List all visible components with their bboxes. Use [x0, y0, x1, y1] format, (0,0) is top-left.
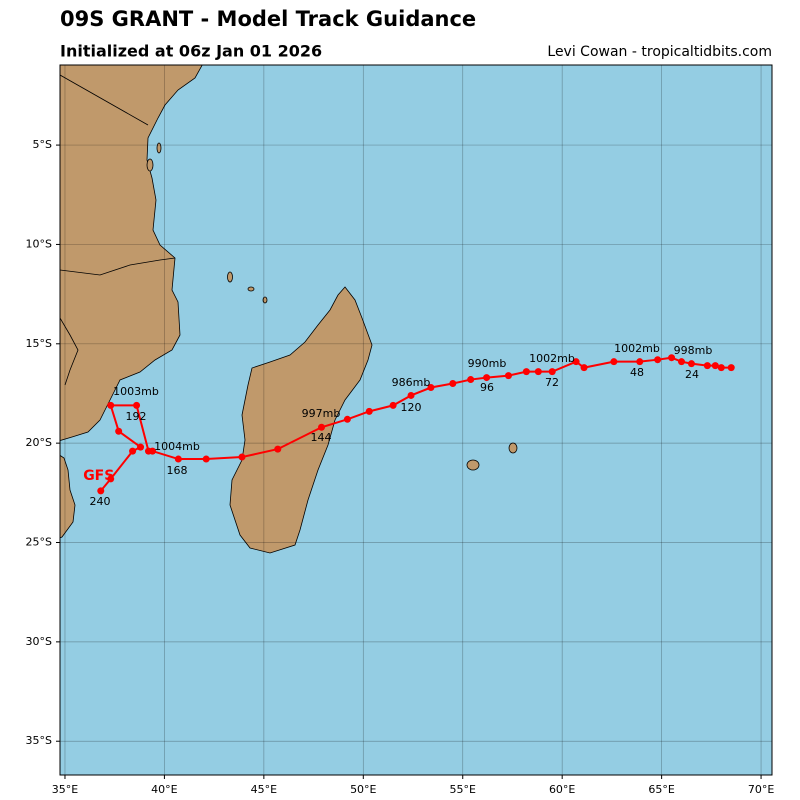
island: [156, 142, 162, 154]
track-point: [703, 362, 711, 370]
y-tick-label: 10°S: [26, 237, 52, 250]
track-point: [449, 380, 457, 388]
track-point: [133, 401, 141, 409]
track-label: 168: [167, 464, 188, 477]
track-label: 120: [401, 401, 422, 414]
x-tick-label: 60°E: [549, 783, 575, 796]
track-point: [504, 372, 512, 380]
x-tick-label: 50°E: [350, 783, 376, 796]
x-tick-label: 35°E: [52, 783, 78, 796]
track-point: [483, 374, 491, 382]
island: [508, 442, 518, 454]
track-label: 1004mb: [154, 440, 200, 453]
track-point: [365, 407, 373, 415]
island: [262, 296, 268, 304]
track-label: 998mb: [674, 344, 713, 357]
track-point: [137, 443, 145, 451]
y-tick-label: 5°S: [33, 138, 52, 151]
y-tick-label: 35°S: [26, 734, 52, 747]
track-point: [107, 401, 115, 409]
track-point: [407, 391, 415, 399]
track-label: 1003mb: [113, 385, 159, 398]
track-point: [654, 356, 662, 364]
track-point: [572, 358, 580, 366]
x-tick-label: 40°E: [151, 783, 177, 796]
track-point: [97, 487, 105, 495]
track-point: [145, 447, 153, 455]
track-label: 192: [126, 410, 147, 423]
ocean: [60, 65, 772, 775]
island: [247, 286, 255, 292]
track-label: 48: [630, 366, 644, 379]
island: [466, 459, 480, 471]
basemap: [60, 65, 772, 775]
track-point: [610, 358, 618, 366]
island: [227, 271, 233, 283]
track-point: [343, 415, 351, 423]
track-label: 997mb: [302, 407, 341, 420]
x-tick-label: 55°E: [450, 783, 476, 796]
track-point: [467, 376, 475, 384]
track-point: [522, 368, 530, 376]
track-point: [548, 368, 556, 376]
model-name: GFS: [83, 468, 114, 484]
track-label: 96: [480, 381, 494, 394]
track-point: [668, 354, 676, 362]
track-point: [274, 445, 282, 453]
track-point: [107, 475, 115, 483]
track-point: [427, 384, 435, 392]
track-point: [129, 447, 137, 455]
island: [146, 158, 154, 172]
track-label: 990mb: [468, 357, 507, 370]
track-label: 144: [311, 431, 332, 444]
africa: [60, 65, 203, 441]
x-tick-label: 45°E: [251, 783, 277, 796]
track-label: 240: [90, 495, 111, 508]
track-point: [711, 362, 719, 370]
credit: Levi Cowan - tropicaltidbits.com: [547, 44, 772, 60]
track-point: [636, 358, 644, 366]
track-label: 24: [685, 368, 699, 381]
track-point: [534, 368, 542, 376]
track-label: 1002mb: [529, 352, 575, 365]
graticule: [60, 65, 772, 775]
track-point: [580, 364, 588, 372]
border: [60, 74, 149, 126]
track-point: [727, 364, 735, 372]
track: GFS 998mb 24 1002mb 48 1002mb 72 990mb 96 986mb 12…: [83, 342, 735, 508]
y-tick-label: 25°S: [26, 536, 52, 549]
africa-south: [60, 454, 76, 539]
track-point: [318, 423, 326, 431]
track-point: [174, 455, 182, 463]
madagascar: [229, 286, 373, 554]
y-tick-label: 30°S: [26, 635, 52, 648]
y-tick-label: 15°S: [26, 337, 52, 350]
track-point: [115, 427, 123, 435]
frame: [59, 64, 773, 776]
border: [60, 257, 176, 276]
track-point: [717, 364, 725, 372]
x-tick-label: 70°E: [748, 783, 774, 796]
track-point: [238, 453, 246, 461]
track-label: 986mb: [392, 376, 431, 389]
track-label: 72: [545, 376, 559, 389]
y-tick-label: 20°S: [26, 436, 52, 449]
title: 09S GRANT - Model Track Guidance: [60, 7, 476, 31]
track-point: [678, 358, 686, 366]
track-point: [389, 401, 397, 409]
track-point: [687, 360, 695, 368]
x-tick-label: 65°E: [648, 783, 674, 796]
track-point: [202, 455, 210, 463]
subtitle: Initialized at 06z Jan 01 2026: [60, 42, 322, 61]
track-label: 1002mb: [614, 342, 660, 355]
border: [60, 317, 79, 386]
